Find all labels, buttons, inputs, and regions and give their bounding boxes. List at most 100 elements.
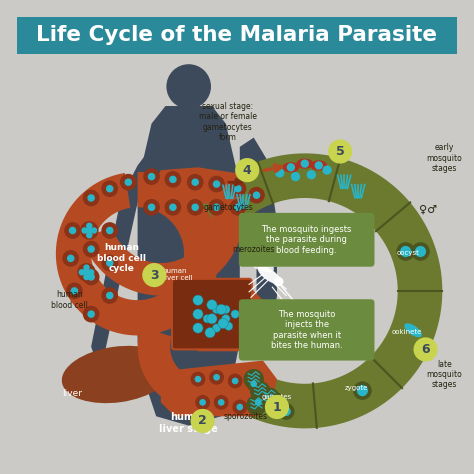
Text: Life Cycle of the Malaria Parasite: Life Cycle of the Malaria Parasite [36,26,438,46]
Circle shape [232,378,238,384]
Circle shape [79,269,85,275]
Text: gametocytes: gametocytes [204,203,254,212]
Circle shape [69,227,76,234]
Circle shape [218,399,225,406]
Circle shape [193,323,203,333]
Circle shape [248,187,265,203]
Circle shape [328,139,352,164]
Polygon shape [82,199,245,295]
Circle shape [218,318,228,328]
Circle shape [120,174,137,191]
Ellipse shape [283,162,299,173]
Circle shape [169,176,177,183]
Circle shape [101,255,118,272]
Circle shape [91,227,97,234]
Circle shape [191,178,199,186]
Text: 4: 4 [243,164,252,177]
Circle shape [207,314,217,324]
Ellipse shape [258,266,282,284]
Circle shape [83,306,100,322]
Text: human
liver cell: human liver cell [163,268,192,281]
Circle shape [246,376,261,391]
Circle shape [86,223,92,229]
Circle shape [229,180,246,197]
FancyBboxPatch shape [17,17,457,54]
Circle shape [229,199,246,216]
Circle shape [225,322,233,330]
Ellipse shape [404,323,422,337]
Polygon shape [180,154,442,428]
Circle shape [250,381,271,401]
Circle shape [396,242,415,261]
Circle shape [208,199,225,216]
Circle shape [267,392,283,409]
Ellipse shape [310,160,327,171]
Circle shape [86,227,92,234]
Text: oocyst: oocyst [396,250,419,256]
Circle shape [106,227,113,234]
Circle shape [83,269,90,275]
Polygon shape [91,137,156,361]
Circle shape [282,407,291,416]
Ellipse shape [262,255,289,268]
Circle shape [66,283,83,299]
Circle shape [322,165,332,175]
Circle shape [191,203,199,211]
Text: human
blood cell: human blood cell [51,291,88,310]
Circle shape [203,315,211,323]
FancyBboxPatch shape [239,299,374,361]
Text: 2: 2 [198,414,207,428]
Circle shape [101,287,118,304]
Circle shape [251,395,266,410]
Circle shape [87,273,95,281]
Circle shape [205,328,215,338]
Circle shape [106,292,113,299]
Circle shape [353,382,372,400]
FancyBboxPatch shape [239,213,374,267]
Circle shape [213,203,220,211]
Circle shape [231,310,239,318]
Polygon shape [152,167,245,207]
Ellipse shape [62,346,173,403]
Circle shape [228,374,243,388]
Circle shape [142,263,166,287]
Polygon shape [240,137,277,333]
Circle shape [208,176,225,192]
Circle shape [187,174,203,191]
Circle shape [83,241,100,257]
Text: ♀♂: ♀♂ [419,205,438,215]
Circle shape [80,221,99,240]
Circle shape [235,158,259,182]
Polygon shape [137,327,241,411]
Circle shape [148,203,155,211]
Circle shape [199,399,206,406]
Ellipse shape [246,255,274,272]
Circle shape [143,199,160,216]
Circle shape [169,203,177,211]
Circle shape [214,395,228,410]
Circle shape [101,222,118,239]
Text: ookinete: ookinete [391,329,422,335]
Circle shape [207,300,217,310]
Circle shape [63,250,79,267]
Text: merozoites: merozoites [232,245,275,254]
Circle shape [274,277,283,286]
Circle shape [83,273,90,280]
Circle shape [255,386,272,403]
Circle shape [222,305,230,314]
Circle shape [234,185,242,192]
Circle shape [275,168,284,178]
Ellipse shape [296,158,313,169]
Circle shape [213,374,220,381]
Circle shape [187,199,203,216]
Circle shape [278,403,294,420]
Circle shape [291,172,300,181]
Circle shape [232,400,247,414]
Text: early
mosquito
stages: early mosquito stages [426,143,462,173]
Circle shape [270,396,280,405]
Text: sporozoites: sporozoites [223,412,267,421]
Circle shape [164,199,181,216]
Text: The mosquito ingests
the parasite during
blood feeding.: The mosquito ingests the parasite during… [262,225,352,255]
Text: 3: 3 [150,269,159,282]
Text: 1: 1 [273,401,282,413]
